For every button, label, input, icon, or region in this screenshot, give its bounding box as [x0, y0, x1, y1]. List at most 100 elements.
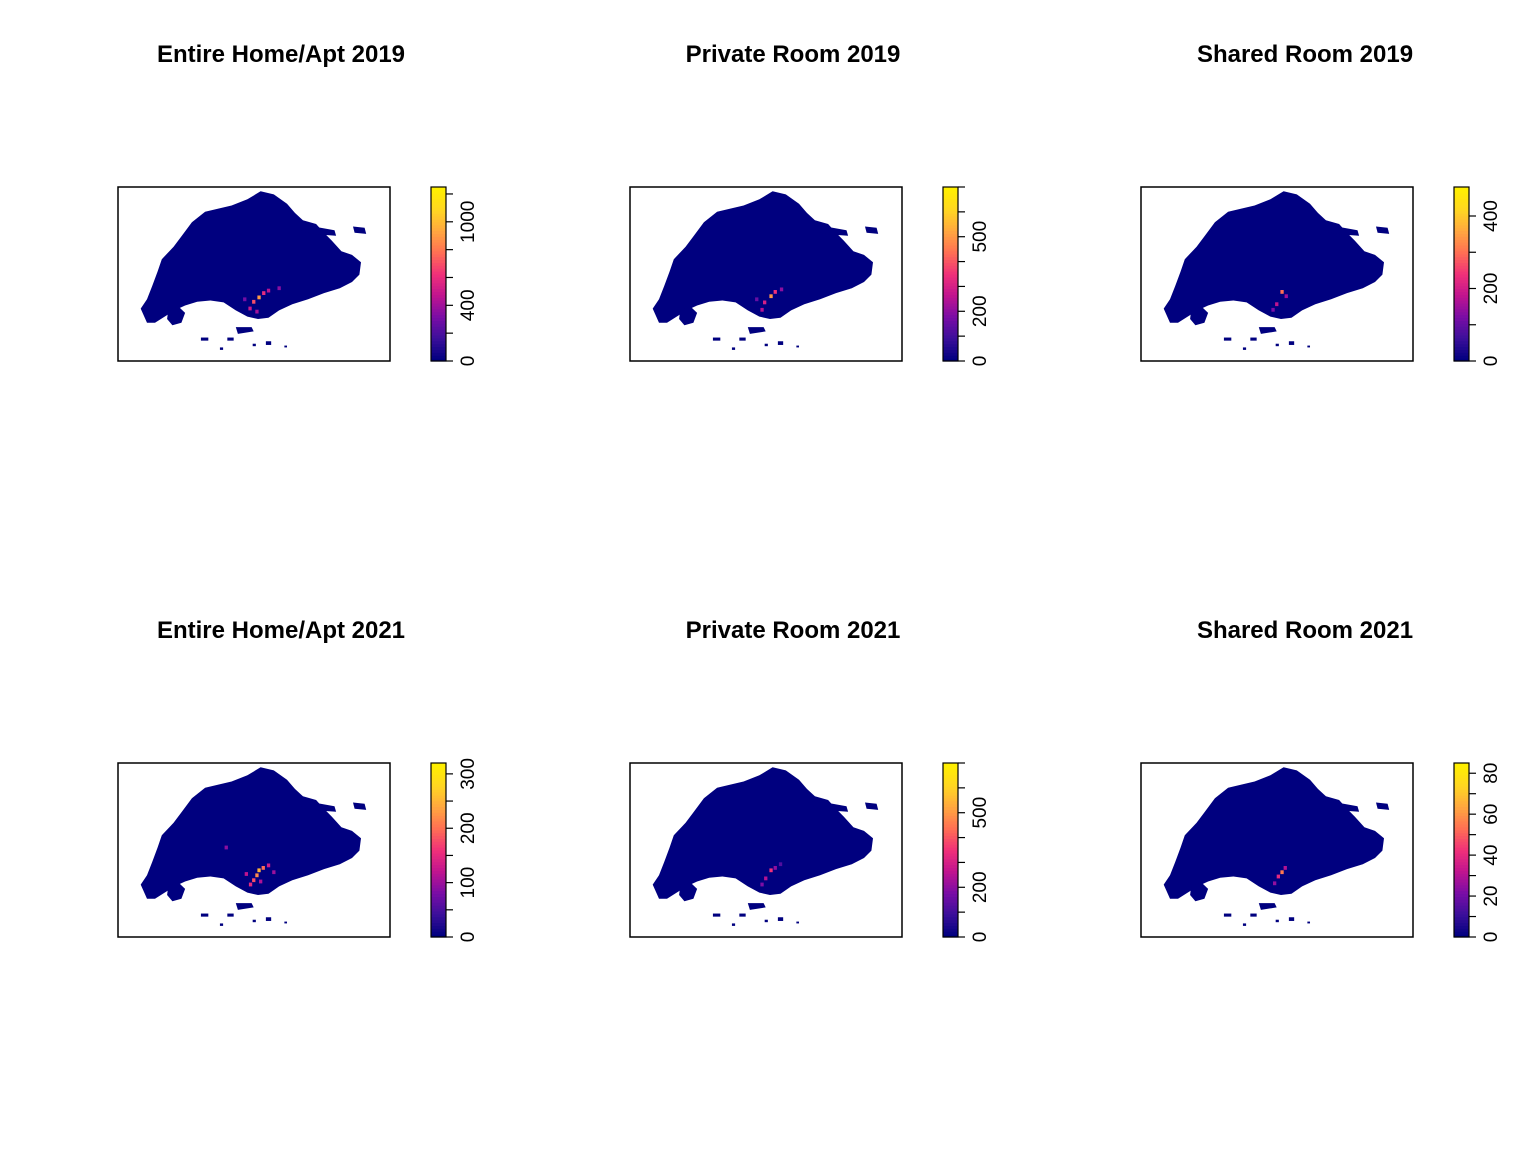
- legend-tick-label: 20: [1481, 886, 1502, 907]
- mainland-area: [653, 767, 873, 898]
- islet-area: [796, 346, 799, 348]
- legend-tick-label: 400: [458, 289, 479, 321]
- islet-area: [765, 920, 768, 922]
- raster-map: [141, 767, 367, 926]
- hotspot-cell: [1271, 308, 1274, 312]
- hotspot-cell: [1280, 290, 1283, 294]
- island-area: [353, 803, 366, 810]
- raster-map: [653, 767, 879, 926]
- legend-tick-label: 200: [458, 812, 479, 844]
- raster-map: [1164, 767, 1390, 926]
- hotspot-cell: [1284, 866, 1287, 870]
- islet-area: [284, 922, 287, 924]
- legend-tick-label: 1000: [458, 201, 479, 243]
- legend-colorbar: 0 200 400: [1454, 187, 1502, 366]
- islet-area: [1250, 914, 1256, 917]
- hotspot-cell: [1285, 294, 1288, 298]
- panel-4: Entire Home/Apt 20210100200300: [118, 617, 479, 942]
- hotspot-cell: [262, 866, 265, 870]
- islet-area: [1307, 922, 1310, 924]
- islet-area: [778, 341, 783, 345]
- panel-title: Private Room 2019: [686, 41, 901, 68]
- island-area: [236, 327, 254, 334]
- islet-area: [739, 338, 745, 341]
- islet-area: [732, 347, 735, 349]
- islet-area: [253, 920, 256, 922]
- hotspot-cell: [278, 286, 281, 290]
- legend-colorbar: 0 200 500: [943, 187, 991, 366]
- hotspot-cell: [252, 300, 255, 304]
- hotspot-cell: [779, 862, 782, 866]
- island-area: [1376, 227, 1389, 234]
- islet-area: [1289, 917, 1294, 921]
- islet-area: [227, 914, 233, 917]
- raster-map: [1164, 191, 1390, 350]
- mainland-area: [1164, 767, 1384, 898]
- island-area: [1259, 903, 1277, 910]
- islet-area: [253, 344, 256, 346]
- hotspot-cell: [248, 307, 251, 311]
- island-area: [353, 227, 366, 234]
- panel-title: Shared Room 2019: [1197, 41, 1413, 68]
- panel-5: Private Room 2021 0200500: [630, 617, 991, 942]
- islet-area: [266, 341, 271, 345]
- islet-area: [220, 923, 223, 925]
- raster-map: [653, 191, 879, 350]
- islet-area: [266, 917, 271, 921]
- hotspot-cell: [255, 873, 258, 877]
- island-area: [1259, 327, 1277, 334]
- mainland-area: [1164, 191, 1384, 322]
- legend-tick-label: 0: [458, 356, 479, 367]
- hotspot-cell: [225, 846, 228, 850]
- hotspot-cell: [1273, 881, 1276, 885]
- legend-colorbar: 020406080: [1454, 763, 1502, 943]
- hotspot-cell: [1277, 875, 1280, 879]
- islet-area: [284, 346, 287, 348]
- islet-area: [732, 923, 735, 925]
- mainland-area: [653, 191, 873, 322]
- islet-area: [1276, 920, 1279, 922]
- panel-2: Private Room 2019 0200500: [630, 41, 991, 366]
- legend-tick-label: 40: [1481, 845, 1502, 866]
- island-area: [865, 803, 878, 810]
- islet-area: [739, 914, 745, 917]
- island-area: [865, 227, 878, 234]
- hotspot-cell: [257, 868, 260, 872]
- hotspot-cell: [262, 291, 265, 295]
- island-area: [748, 903, 766, 910]
- islet-area: [713, 338, 720, 341]
- islet-area: [713, 914, 720, 917]
- hotspot-cell: [257, 296, 260, 300]
- legend-tick-label: 100: [458, 867, 479, 899]
- islet-area: [778, 917, 783, 921]
- panel-1: Entire Home/Apt 201904001000: [118, 41, 479, 366]
- islet-area: [227, 338, 233, 341]
- panel-title: Private Room 2021: [686, 617, 901, 644]
- hotspot-cell: [272, 870, 275, 874]
- hotspot-cell: [267, 864, 270, 868]
- islet-area: [765, 344, 768, 346]
- panel-6: Shared Room 2021020406080: [1141, 617, 1502, 942]
- hotspot-cell: [780, 288, 783, 292]
- hotspot-cell: [245, 872, 248, 876]
- panel-title: Entire Home/Apt 2021: [157, 617, 405, 644]
- legend-colorbar: 0 400 1000: [431, 187, 479, 366]
- hotspot-cell: [760, 883, 763, 887]
- islet-area: [1276, 344, 1279, 346]
- hotspot-cell: [760, 308, 763, 312]
- hotspot-cell: [249, 883, 252, 887]
- hotspot-cell: [769, 868, 772, 872]
- islet-area: [201, 338, 208, 341]
- islet-area: [796, 922, 799, 924]
- island-area: [748, 327, 766, 334]
- legend-tick-label: 200: [1481, 273, 1502, 305]
- raster-map: [141, 191, 367, 350]
- islet-area: [1289, 341, 1294, 345]
- hotspot-cell: [774, 866, 777, 870]
- hotspot-cell: [252, 878, 255, 882]
- islet-area: [1224, 914, 1231, 917]
- island-area: [236, 903, 254, 910]
- hotspot-cell: [243, 297, 246, 301]
- islet-area: [1250, 338, 1256, 341]
- legend-colorbar: 0 200 500: [943, 763, 991, 942]
